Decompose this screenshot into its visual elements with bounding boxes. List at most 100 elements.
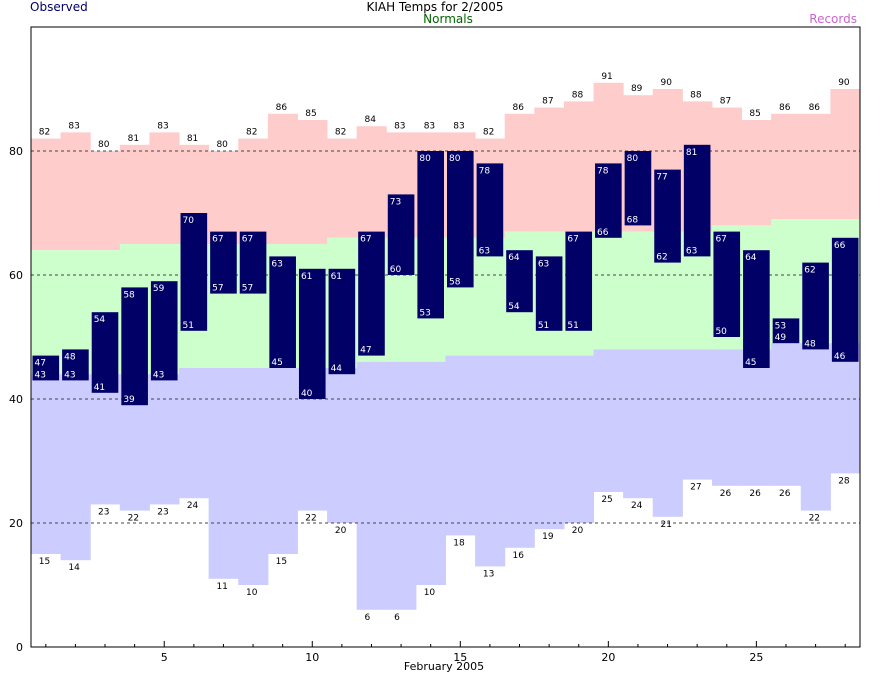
- x-tick-label: 25: [749, 651, 763, 664]
- record-low-band: [60, 374, 91, 561]
- observed-bar: [358, 231, 385, 356]
- record-low-band: [149, 374, 180, 505]
- record-low-band: [771, 343, 802, 486]
- record-high-label: 82: [335, 128, 346, 138]
- observed-high-label: 80: [419, 154, 431, 164]
- observed-high-label: 58: [123, 290, 135, 300]
- normal-band: [623, 231, 654, 350]
- record-low-band: [711, 349, 743, 486]
- observed-low-label: 45: [271, 358, 282, 368]
- observed-high-label: 54: [94, 315, 106, 325]
- record-high-label: 83: [424, 121, 435, 131]
- observed-high-label: 48: [64, 352, 76, 362]
- observed-bar: [535, 256, 563, 331]
- chart-title: KIAH Temps for 2/2005: [366, 0, 504, 14]
- y-tick-label: 40: [9, 393, 23, 406]
- observed-low-label: 47: [360, 346, 371, 356]
- record-high-label: 83: [157, 121, 168, 131]
- observed-low-label: 60: [390, 265, 402, 275]
- record-low-label: 11: [216, 582, 227, 592]
- record-high-label: 91: [601, 72, 612, 82]
- observed-bar: [831, 237, 859, 362]
- observed-low-label: 57: [242, 284, 253, 294]
- observed-bar: [447, 151, 474, 288]
- record-high-band: [771, 113, 802, 220]
- observed-high-label: 67: [567, 235, 578, 245]
- record-high-band: [534, 107, 565, 232]
- observed-low-label: 41: [94, 383, 105, 393]
- record-high-band: [238, 138, 269, 244]
- observed-bar: [387, 194, 415, 275]
- grid-layer: [31, 150, 860, 524]
- observed-high-label: 66: [834, 241, 846, 251]
- record-high-label: 89: [631, 84, 643, 94]
- record-high-band: [741, 120, 772, 226]
- record-low-label: 15: [276, 557, 287, 567]
- record-high-label: 83: [453, 121, 464, 131]
- record-high-label: 88: [690, 90, 702, 100]
- record-low-label: 21: [661, 520, 672, 530]
- x-tick-label: 20: [601, 651, 615, 664]
- legend-observed: Observed: [30, 0, 88, 14]
- record-high-band: [563, 101, 595, 232]
- record-high-band: [356, 126, 387, 238]
- observed-bar: [239, 231, 267, 294]
- observed-high-label: 78: [597, 166, 609, 176]
- record-high-band: [119, 144, 150, 244]
- record-high-label: 84: [364, 115, 376, 125]
- record-low-band: [208, 368, 239, 579]
- record-low-band: [415, 361, 446, 585]
- record-low-label: 23: [98, 507, 109, 517]
- observed-low-label: 54: [508, 302, 520, 312]
- record-high-label: 80: [98, 140, 110, 150]
- observed-bar: [476, 163, 504, 257]
- observed-bar: [121, 287, 148, 406]
- observed-low-label: 44: [331, 364, 343, 374]
- record-low-band: [504, 355, 535, 548]
- observed-bar: [269, 256, 296, 368]
- observed-high-label: 62: [804, 266, 815, 276]
- record-high-label: 83: [394, 121, 405, 131]
- observed-high-label: 64: [508, 253, 520, 263]
- record-high-label: 81: [187, 134, 198, 144]
- observed-bar: [654, 169, 681, 263]
- record-low-label: 16: [513, 551, 525, 561]
- observed-high-label: 77: [656, 173, 667, 183]
- record-low-label: 24: [187, 501, 199, 511]
- observed-bar: [713, 231, 741, 337]
- record-high-band: [60, 132, 91, 251]
- record-low-band: [356, 361, 387, 610]
- record-high-band: [149, 132, 180, 244]
- record-low-band: [327, 368, 358, 523]
- x-axis-title: February 2005: [403, 660, 485, 673]
- observed-low-label: 63: [479, 246, 490, 256]
- y-tick-label: 0: [16, 641, 23, 654]
- observed-bar: [328, 268, 356, 375]
- record-high-label: 86: [779, 103, 791, 113]
- observed-high-label: 73: [390, 197, 401, 207]
- observed-high-label: 63: [538, 259, 549, 269]
- record-low-label: 10: [246, 588, 258, 598]
- x-tick-label: 10: [305, 651, 319, 664]
- record-high-band: [267, 113, 298, 244]
- observed-low-label: 43: [64, 370, 75, 380]
- observed-low-label: 63: [686, 246, 697, 256]
- record-high-band: [800, 113, 831, 220]
- record-low-band: [534, 355, 565, 530]
- record-low-band: [593, 349, 624, 492]
- record-high-band: [327, 138, 358, 238]
- observed-high-label: 63: [271, 259, 282, 269]
- observed-bar: [32, 355, 60, 381]
- record-low-band: [623, 349, 654, 499]
- record-high-label: 82: [246, 128, 257, 138]
- record-high-label: 86: [513, 103, 525, 113]
- record-low-label: 10: [424, 588, 436, 598]
- observed-high-label: 67: [715, 235, 726, 245]
- observed-high-label: 80: [627, 154, 639, 164]
- record-low-label: 18: [453, 538, 465, 548]
- record-high-label: 85: [305, 109, 316, 119]
- record-low-band: [179, 368, 210, 499]
- record-low-label: 6: [394, 613, 400, 623]
- legend-normals: Normals: [423, 12, 473, 26]
- record-high-label: 86: [809, 103, 821, 113]
